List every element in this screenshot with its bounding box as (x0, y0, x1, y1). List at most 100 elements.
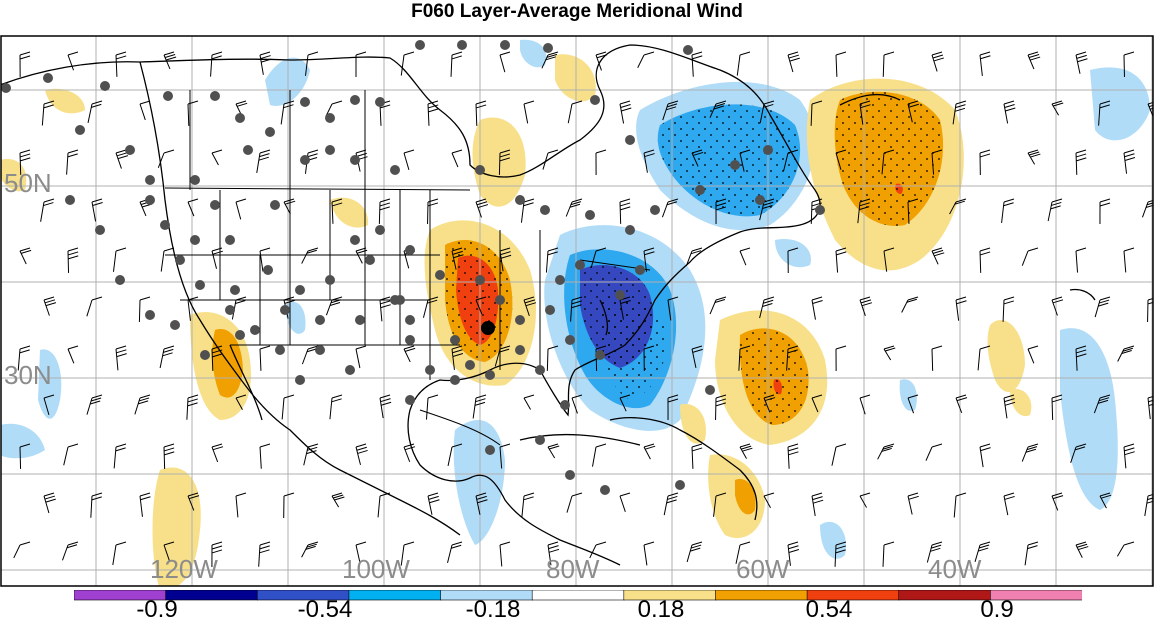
lon-label-100w: 100W (342, 554, 410, 585)
station-dot (145, 310, 155, 320)
station-dot (395, 295, 405, 305)
station-dot (350, 235, 360, 245)
station-dot (405, 315, 415, 325)
station-dot (295, 285, 305, 295)
station-dot (695, 185, 705, 195)
station-dot (315, 345, 325, 355)
station-dot (390, 165, 400, 175)
station-dot (595, 350, 605, 360)
station-dot (235, 113, 245, 123)
colorbar-label-neg-0.9: -0.9 (112, 596, 202, 624)
station-dot (75, 125, 85, 135)
station-dot (270, 200, 280, 210)
station-dot (250, 325, 260, 335)
station-dot (325, 145, 335, 155)
station-dot (560, 400, 570, 410)
station-dot (295, 375, 305, 385)
station-dot (210, 200, 220, 210)
station-dot (450, 375, 460, 385)
lon-label-60w: 60W (736, 554, 789, 585)
lon-label-40w: 40W (928, 554, 981, 585)
station-dot (160, 220, 170, 230)
station-dot (565, 470, 575, 480)
station-dot (475, 165, 485, 175)
station-dot (635, 265, 645, 275)
station-dot (435, 270, 445, 280)
station-dot (210, 91, 220, 101)
map-title: F060 Layer-Average Meridional Wind (0, 0, 1154, 26)
station-dot (365, 255, 375, 265)
station-dot (325, 275, 335, 285)
station-dot (425, 365, 435, 375)
station-dot (125, 145, 135, 155)
station-dot (515, 195, 525, 205)
station-dot (265, 127, 275, 137)
station-dot (300, 97, 310, 107)
colorbar (74, 590, 1082, 602)
station-dot (243, 145, 253, 155)
station-dot (280, 305, 290, 315)
station-dot (535, 365, 545, 375)
station-dot (535, 435, 545, 445)
colorbar-label-0.9: 0.9 (952, 596, 1042, 624)
station-dot (650, 205, 660, 215)
station-dot (475, 275, 485, 285)
station-dot (190, 175, 200, 185)
station-dot (225, 235, 235, 245)
station-dot (485, 445, 495, 455)
station-dot (375, 97, 385, 107)
station-dot (415, 40, 425, 50)
station-dot (405, 395, 415, 405)
station-dot (755, 195, 765, 205)
station-dot (675, 480, 685, 490)
colorbar-label-neg-0.18: -0.18 (448, 596, 538, 624)
lat-label-50n: 50N (4, 168, 52, 199)
station-dot (100, 81, 110, 91)
highlight-station (481, 321, 495, 335)
station-dot (540, 205, 550, 215)
station-dot (555, 275, 565, 285)
colorbar-label-neg-0.54: -0.54 (280, 596, 370, 624)
station-dot (350, 95, 360, 105)
station-dot (200, 350, 210, 360)
station-dot (565, 335, 575, 345)
station-dot (225, 305, 235, 315)
station-dot (345, 365, 355, 375)
station-dot (263, 265, 273, 275)
station-dot (625, 225, 635, 235)
station-dot (543, 43, 553, 53)
lat-label-30n: 30N (4, 360, 52, 391)
station-dot (230, 285, 240, 295)
station-dot (95, 225, 105, 235)
station-dot (405, 245, 415, 255)
station-dot (485, 370, 495, 380)
station-dot (495, 295, 505, 305)
station-dot (615, 290, 625, 300)
station-dot (545, 305, 555, 315)
station-dot (515, 315, 525, 325)
colorbar-label-0.18: 0.18 (616, 596, 706, 624)
station-dot (815, 205, 825, 215)
station-dot (163, 91, 173, 101)
station-dot (145, 175, 155, 185)
station-dot (515, 345, 525, 355)
station-dot (355, 315, 365, 325)
station-dot (450, 335, 460, 345)
station-dot (145, 195, 155, 205)
lon-label-80w: 80W (546, 554, 599, 585)
station-dot (590, 95, 600, 105)
station-dot (235, 330, 245, 340)
station-dot (315, 315, 325, 325)
colorbar-label-0.54: 0.54 (784, 596, 874, 624)
station-dot (300, 155, 310, 165)
station-dot (195, 280, 205, 290)
station-dot (190, 235, 200, 245)
station-dot (275, 345, 285, 355)
station-dot (65, 195, 75, 205)
station-dot (43, 73, 53, 83)
station-dot (350, 155, 360, 165)
station-dot (375, 225, 385, 235)
meridional-wind-map (0, 0, 1154, 590)
station-dot (600, 485, 610, 495)
station-dot (575, 260, 585, 270)
